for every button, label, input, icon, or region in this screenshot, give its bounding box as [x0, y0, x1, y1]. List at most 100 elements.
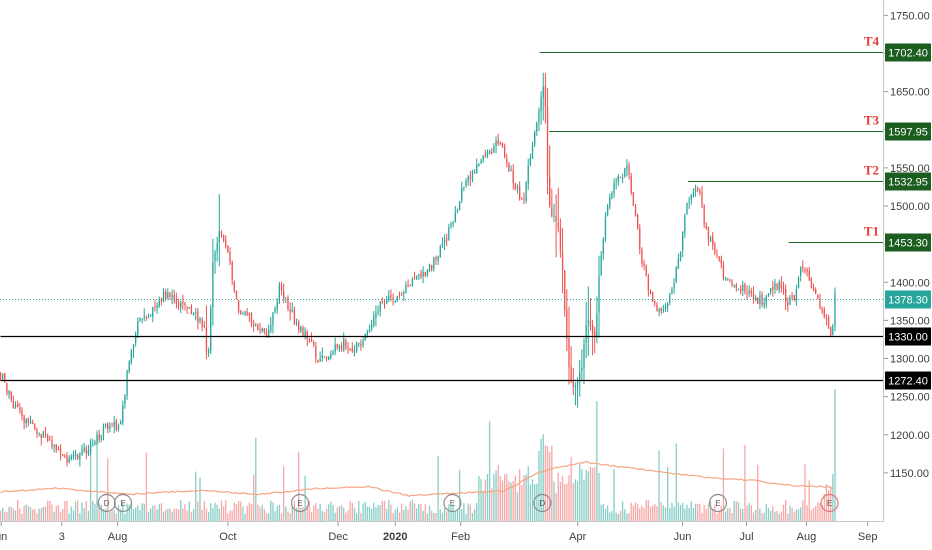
volume-bar	[645, 500, 647, 522]
volume-bar	[600, 504, 602, 522]
candle-body	[345, 340, 347, 348]
volume-bar	[400, 503, 403, 522]
candle-body	[51, 440, 53, 447]
candle-body	[482, 156, 484, 161]
candle-body	[107, 423, 109, 429]
volume-bar	[265, 512, 268, 522]
candle-body	[385, 300, 388, 304]
candle-body	[49, 439, 51, 441]
volume-bar	[795, 509, 798, 522]
volume-bar	[712, 508, 714, 522]
candle-body	[596, 313, 598, 337]
candle-body	[175, 299, 178, 303]
candle-body	[6, 383, 8, 394]
volume-bar	[667, 467, 669, 522]
level-label-box	[885, 327, 931, 346]
volume-bar	[16, 500, 19, 522]
volume-bar	[456, 510, 459, 522]
level-label-box	[885, 172, 931, 191]
candle-body	[293, 309, 296, 324]
volume-bar	[407, 509, 409, 522]
candle-body	[600, 255, 602, 275]
candle-body	[278, 284, 281, 302]
volume-bar	[283, 466, 285, 522]
candle-body	[62, 454, 64, 456]
candle-body	[549, 177, 551, 207]
volume-bar	[784, 500, 787, 522]
candle-body	[497, 139, 499, 144]
candle-body	[709, 237, 712, 242]
level-label-value: 1597.95	[888, 127, 928, 139]
volume-bar	[308, 501, 311, 522]
candle-body	[697, 187, 699, 190]
volume-bar	[591, 467, 594, 522]
volume-bar	[319, 503, 321, 522]
candle-body	[98, 433, 100, 441]
candle-body	[501, 142, 504, 147]
candle-body	[186, 306, 188, 308]
volume-bar	[581, 469, 583, 522]
volume-bar	[682, 503, 684, 522]
candle-body	[673, 282, 675, 289]
candle-body	[834, 293, 836, 326]
candle-body	[598, 276, 600, 313]
volume-bar	[126, 503, 128, 522]
candle-body	[806, 269, 808, 272]
volume-bar	[81, 502, 83, 522]
candle-body	[240, 311, 242, 314]
volume-bar	[257, 504, 259, 522]
candle-body	[222, 236, 225, 241]
volume-bar	[827, 490, 830, 522]
volume-bar	[544, 445, 547, 522]
volume-bar	[518, 469, 521, 522]
candle-body	[639, 228, 641, 250]
candle-body	[561, 252, 564, 271]
volume-bar	[443, 508, 446, 522]
volume-bar	[431, 510, 433, 522]
volume-bar	[742, 508, 744, 522]
candle-body	[636, 214, 639, 229]
volume-bar	[752, 512, 755, 522]
volume-bar	[113, 510, 115, 522]
volume-bar	[658, 450, 660, 522]
candle-body	[336, 344, 338, 348]
candle-body	[302, 327, 304, 336]
volume-bar	[171, 511, 173, 522]
candle-body	[521, 197, 523, 199]
target-label: T1	[864, 224, 879, 239]
candle-body	[514, 183, 517, 189]
candle-body	[246, 312, 248, 315]
volume-bar	[594, 466, 596, 522]
volume-bar	[446, 511, 448, 522]
volume-bar	[551, 445, 553, 522]
volume-bar	[302, 507, 304, 522]
candle-body	[628, 164, 630, 175]
volume-bar	[677, 502, 680, 522]
volume-bar	[621, 501, 624, 522]
candle-body	[767, 292, 770, 296]
candle-body	[450, 223, 452, 227]
volume-bar	[145, 452, 148, 522]
volume-bar	[465, 513, 467, 522]
candle-body	[74, 454, 77, 456]
candle-body	[152, 307, 154, 317]
candle-body	[583, 343, 585, 368]
volume-bar	[598, 472, 600, 522]
volume-bar	[403, 510, 405, 522]
volume-bar	[124, 513, 126, 522]
volume-bar	[338, 506, 341, 522]
candle-body	[688, 201, 690, 203]
volume-bar	[100, 504, 102, 522]
candle-body	[143, 316, 145, 318]
time-tick-label: Dec	[328, 531, 348, 543]
candle-body	[817, 294, 819, 299]
price-tick-label: 1550.00	[890, 163, 930, 175]
candle-body	[10, 391, 12, 401]
candle-body	[757, 297, 759, 304]
volume-bar	[769, 510, 772, 522]
candle-body	[458, 201, 461, 211]
volume-bar	[197, 501, 199, 522]
volume-bar	[227, 513, 229, 522]
